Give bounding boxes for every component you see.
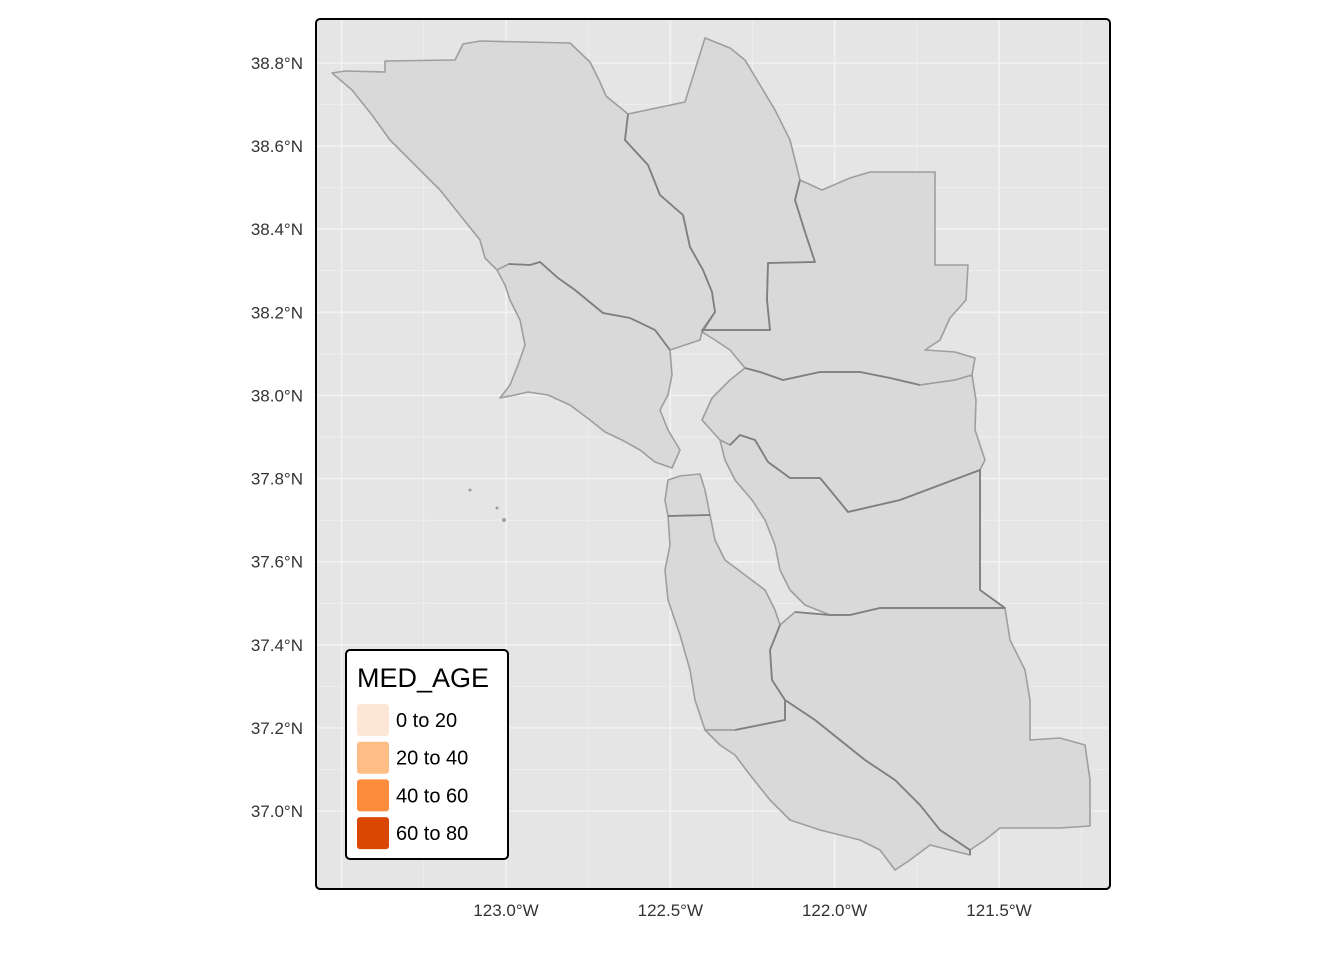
map-panel-border: [315, 18, 1111, 890]
longitude-axis: 123.0°W 122.5°W 122.0°W 121.5°W: [473, 901, 1031, 920]
county-boundaries: [508, 113, 1006, 855]
latitude-tick-label: 37.6°N: [251, 553, 303, 572]
county-polygons: [331, 37, 1091, 871]
latitude-tick-label: 37.8°N: [251, 470, 303, 489]
longitude-tick-label: 122.5°W: [638, 901, 703, 920]
legend-title: MED_AGE: [357, 663, 489, 693]
legend-label: 60 to 80: [396, 823, 468, 845]
county-san-francisco: [664, 473, 711, 517]
longitude-tick-label: 123.0°W: [473, 901, 538, 920]
latitude-tick-label: 38.8°N: [251, 54, 303, 73]
latitude-tick-label: 38.4°N: [251, 220, 303, 239]
island: [495, 506, 499, 510]
island: [468, 488, 472, 492]
legend-swatch: [357, 741, 389, 774]
latitude-tick-label: 38.6°N: [251, 137, 303, 156]
latitude-tick-label: 38.2°N: [251, 303, 303, 322]
latitude-tick-label: 37.4°N: [251, 636, 303, 655]
legend-swatch: [357, 817, 389, 850]
island: [502, 518, 506, 522]
latitude-tick-label: 37.0°N: [251, 802, 303, 821]
longitude-tick-label: 121.5°W: [966, 901, 1031, 920]
latitude-tick-label: 37.2°N: [251, 719, 303, 738]
legend: MED_AGE 0 to 20 20 to 40 40 to 60 60 to 80: [345, 649, 509, 860]
longitude-tick-label: 122.0°W: [802, 901, 867, 920]
legend-items: 0 to 20 20 to 40 40 to 60 60 to 80: [357, 704, 468, 850]
legend-label: 40 to 60: [396, 785, 468, 807]
legend-swatch: [357, 704, 389, 736]
latitude-axis: 38.8°N 38.6°N 38.4°N 38.2°N 38.0°N 37.8°N 37.6…: [251, 54, 303, 821]
legend-label: 20 to 40: [396, 748, 468, 770]
legend-swatch: [357, 779, 389, 812]
legend-label: 0 to 20: [396, 710, 457, 732]
latitude-tick-label: 38.0°N: [251, 386, 303, 405]
